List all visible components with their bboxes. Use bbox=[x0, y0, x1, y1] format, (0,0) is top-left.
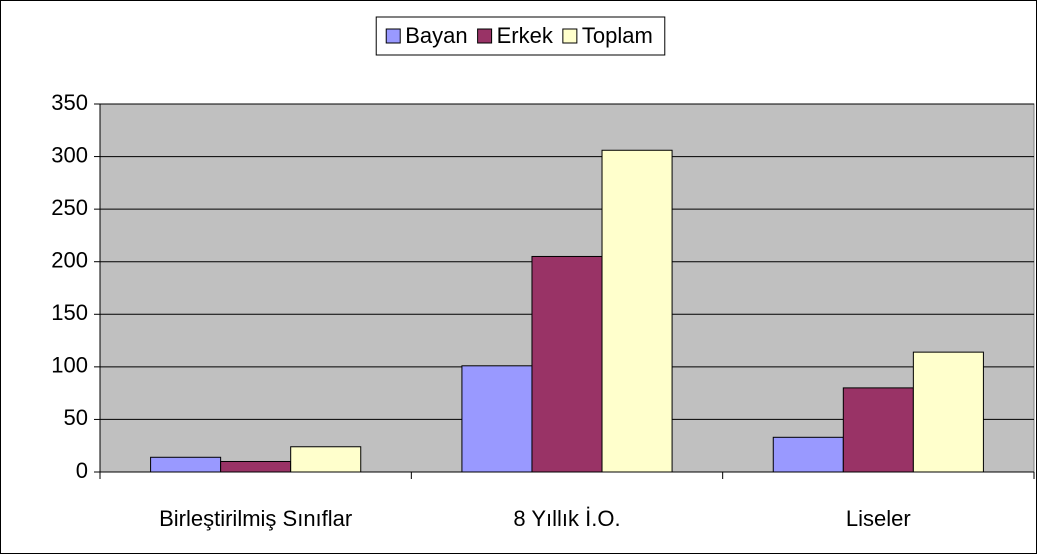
legend-swatch bbox=[385, 28, 401, 44]
bar bbox=[220, 460, 292, 473]
x-tick-label: 8 Yıllık İ.O. bbox=[513, 506, 620, 531]
bar bbox=[461, 365, 533, 473]
x-tick-label: Liseler bbox=[846, 506, 911, 531]
bar bbox=[601, 149, 673, 473]
y-tick-label: 0 bbox=[76, 458, 88, 483]
y-tick-label: 100 bbox=[51, 353, 88, 378]
legend-label: Erkek bbox=[497, 23, 554, 48]
legend-swatch bbox=[477, 28, 493, 44]
legend-swatch bbox=[562, 28, 578, 44]
y-tick-label: 200 bbox=[51, 248, 88, 273]
y-tick-label: 150 bbox=[51, 300, 88, 325]
legend-box bbox=[375, 16, 666, 56]
y-tick-label: 50 bbox=[64, 405, 88, 430]
bar bbox=[531, 255, 603, 473]
bar bbox=[150, 456, 222, 473]
legend-label: Toplam bbox=[582, 23, 653, 48]
bar bbox=[772, 436, 844, 473]
bar bbox=[290, 446, 362, 473]
y-tick-label: 350 bbox=[51, 90, 88, 115]
bar bbox=[842, 387, 914, 473]
bar bbox=[912, 351, 984, 473]
legend-label: Bayan bbox=[405, 23, 467, 48]
y-tick-label: 250 bbox=[51, 195, 88, 220]
x-tick-label: Birleştirilmiş Sınıflar bbox=[159, 506, 352, 531]
y-tick-label: 300 bbox=[51, 142, 88, 167]
